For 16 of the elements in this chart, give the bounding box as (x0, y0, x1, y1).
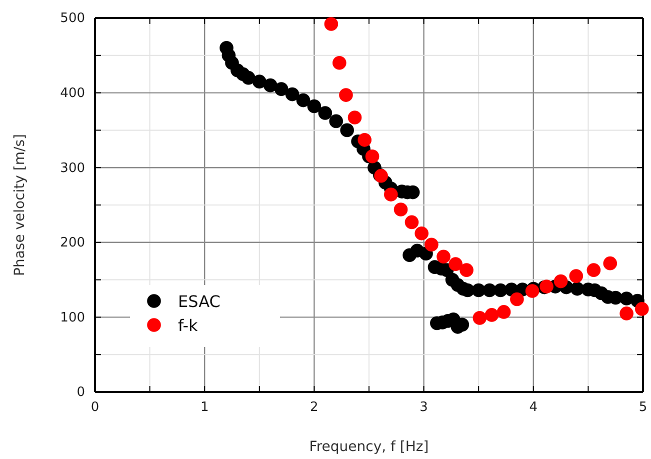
y-tick-label: 500 (60, 11, 85, 26)
x-tick-label: 0 (90, 400, 100, 416)
y-tick-label: 100 (60, 310, 85, 326)
y-tick-label: 200 (60, 236, 85, 251)
x-tick-label: 1 (200, 400, 209, 416)
x-axis-title: Frequency, f [Hz] (309, 439, 429, 455)
legend-label: f-k (178, 316, 199, 335)
y-axis-title: Phase velocity [m/s] (12, 134, 28, 276)
x-tick-label: 2 (310, 400, 318, 416)
x-tick-label: 5 (638, 400, 648, 416)
y-tick-label: 400 (60, 86, 85, 101)
y-tick-label: 0 (76, 385, 85, 400)
y-tick-label: 300 (60, 160, 85, 176)
x-tick-label: 3 (420, 400, 428, 416)
x-tick-label: 4 (529, 400, 538, 416)
legend-label: ESAC (178, 292, 220, 311)
